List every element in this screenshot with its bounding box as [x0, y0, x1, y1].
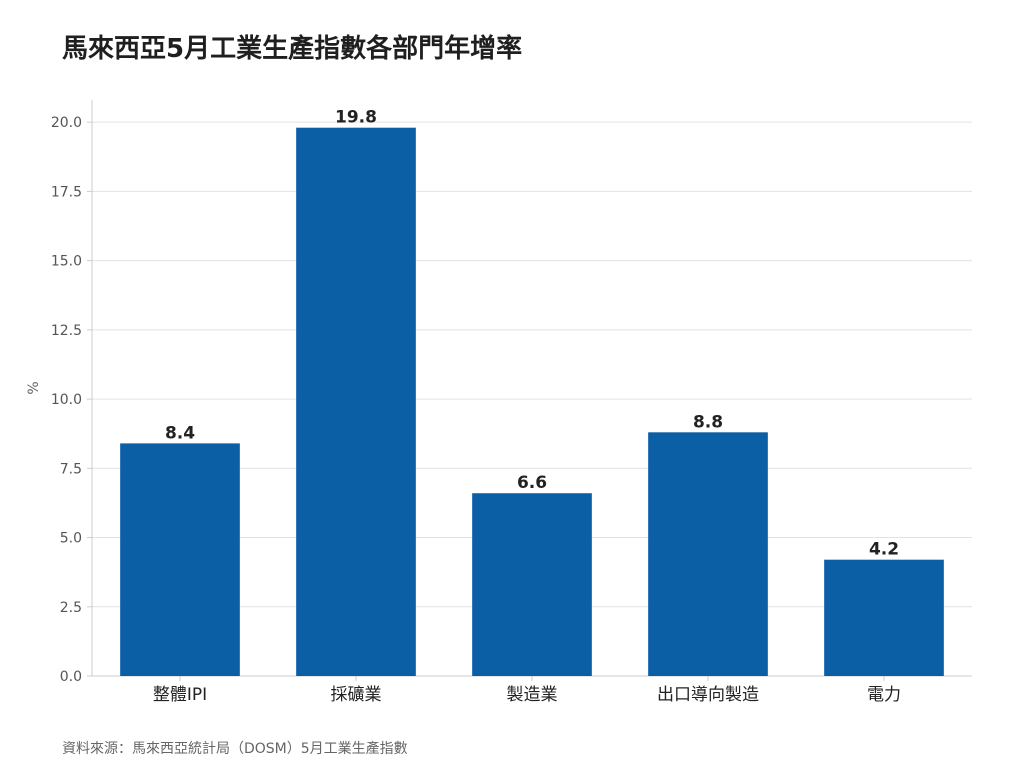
- x-tick-label: 採礦業: [331, 685, 382, 705]
- x-tick-label: 電力: [867, 685, 901, 705]
- bar-value-label: 8.4: [165, 423, 195, 443]
- y-tick-label: 12.5: [51, 323, 82, 339]
- y-axis-ticks: 0.0 2.5 5.0 7.5 10.0 12.5 15.0 17.5 20.0: [51, 115, 92, 685]
- y-tick-label: 20.0: [51, 115, 82, 131]
- y-tick-label: 7.5: [60, 461, 82, 477]
- y-tick-label: 5.0: [60, 531, 82, 547]
- bar: [648, 432, 768, 676]
- y-tick-label: 0.0: [60, 669, 82, 685]
- bars: [120, 127, 944, 676]
- y-tick-label: 10.0: [51, 392, 82, 408]
- value-labels: 8.4 19.8 6.6 8.8 4.2: [165, 108, 899, 560]
- x-tick-label: 整體IPI: [153, 685, 207, 705]
- x-tick-label: 出口導向製造: [657, 685, 759, 705]
- bar: [296, 127, 416, 676]
- bar-value-label: 8.8: [693, 412, 723, 432]
- category-labels: 整體IPI 採礦業 製造業 出口導向製造 電力: [153, 676, 901, 705]
- x-tick-label: 製造業: [507, 685, 558, 705]
- chart-title: 馬來西亞5月工業生產指數各部門年增率: [62, 34, 523, 64]
- bar-value-label: 4.2: [869, 540, 899, 560]
- bar: [824, 559, 944, 676]
- bar: [120, 443, 240, 676]
- y-tick-label: 17.5: [51, 184, 82, 200]
- y-tick-label: 2.5: [60, 600, 82, 616]
- bar: [472, 493, 592, 676]
- y-tick-label: 15.0: [51, 254, 82, 270]
- bar-value-label: 6.6: [517, 473, 547, 493]
- source-note: 資料來源：馬來西亞統計局（DOSM）5月工業生產指數: [62, 741, 408, 757]
- y-axis-label: %: [26, 381, 42, 394]
- bar-value-label: 19.8: [335, 108, 377, 128]
